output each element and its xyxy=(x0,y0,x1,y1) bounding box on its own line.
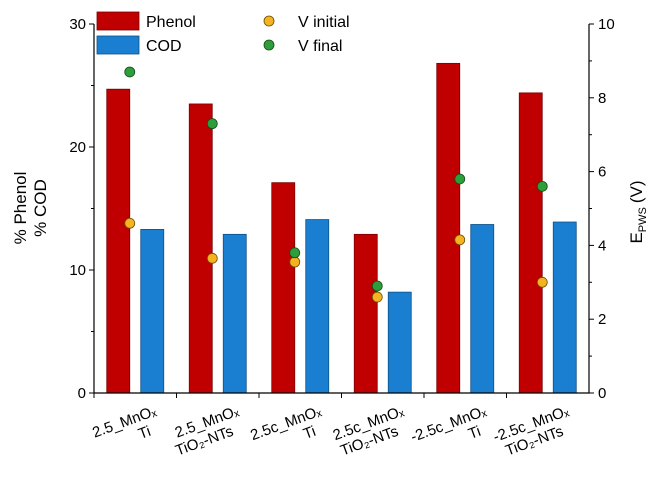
point-v-initial-6 xyxy=(536,276,548,288)
point-v-initial-3 xyxy=(289,256,301,268)
bars-layer xyxy=(106,62,577,394)
category-label-line2: Ti xyxy=(466,423,483,443)
point-v-final-6 xyxy=(536,180,548,192)
right-tick-label-0: 0 xyxy=(598,385,606,402)
legend-label-phenol: Phenol xyxy=(146,14,196,31)
bar-phenol-5 xyxy=(436,62,461,394)
legend-swatch-cod xyxy=(96,35,140,55)
point-v-initial-1 xyxy=(124,217,136,229)
y-axis-title-left-line2: % COD xyxy=(31,179,50,237)
left-axis-ticks: 0 10 20 30 xyxy=(69,16,94,402)
point-v-initial-4 xyxy=(371,291,383,303)
bar-cod-4 xyxy=(387,291,412,394)
legend: Phenol COD V initial V final xyxy=(96,11,350,55)
points-layer xyxy=(124,66,548,303)
bar-cod-5 xyxy=(470,224,495,394)
legend-marker-v-final xyxy=(263,39,275,51)
bar-phenol-2 xyxy=(188,103,213,394)
y-axis-title-right: EPWS (V) xyxy=(627,180,646,243)
y-axis-title-left-line1: % Phenol xyxy=(11,172,30,245)
left-tick-label-20: 20 xyxy=(69,139,86,156)
bar-cod-2 xyxy=(222,233,247,394)
legend-label-cod: COD xyxy=(146,38,182,55)
right-tick-label-10: 10 xyxy=(598,16,615,33)
svg-text:EPWS(V): EPWS (V) xyxy=(627,180,646,243)
bar-phenol-6 xyxy=(518,92,543,394)
right-tick-label-2: 2 xyxy=(598,311,606,328)
right-tick-label-6: 6 xyxy=(598,164,606,181)
y-axis-title-right-unit: (V) xyxy=(627,180,646,203)
bar-phenol-1 xyxy=(106,88,131,394)
bar-cod-6 xyxy=(552,221,577,394)
right-tick-label-8: 8 xyxy=(598,90,606,107)
left-tick-label-30: 30 xyxy=(69,16,86,33)
y-axis-title-right-sub: PWS xyxy=(637,207,646,232)
point-v-final-2 xyxy=(206,118,218,130)
legend-label-v-final: V final xyxy=(298,38,342,55)
left-tick-label-0: 0 xyxy=(78,385,86,402)
plot-frame xyxy=(93,24,590,394)
bar-cod-3 xyxy=(305,219,330,394)
y-axis-title-right-main: E xyxy=(627,232,646,243)
legend-label-v-initial: V initial xyxy=(298,14,350,31)
right-tick-label-4: 4 xyxy=(598,237,606,254)
point-v-initial-2 xyxy=(206,252,218,264)
point-v-final-4 xyxy=(371,280,383,292)
bar-phenol-4 xyxy=(353,233,378,394)
bar-phenol-3 xyxy=(271,182,296,394)
category-label-line2: Ti xyxy=(136,423,153,443)
point-v-final-1 xyxy=(124,66,136,78)
left-tick-label-10: 10 xyxy=(69,262,86,279)
bar-cod-1 xyxy=(140,229,165,394)
point-v-initial-5 xyxy=(454,234,466,246)
point-v-final-3 xyxy=(289,247,301,259)
legend-marker-v-initial xyxy=(263,15,275,27)
point-v-final-5 xyxy=(454,173,466,185)
legend-swatch-phenol xyxy=(96,11,140,31)
right-axis-ticks: 0 2 4 6 8 10 xyxy=(589,16,615,402)
category-label-line2: Ti xyxy=(301,423,318,443)
